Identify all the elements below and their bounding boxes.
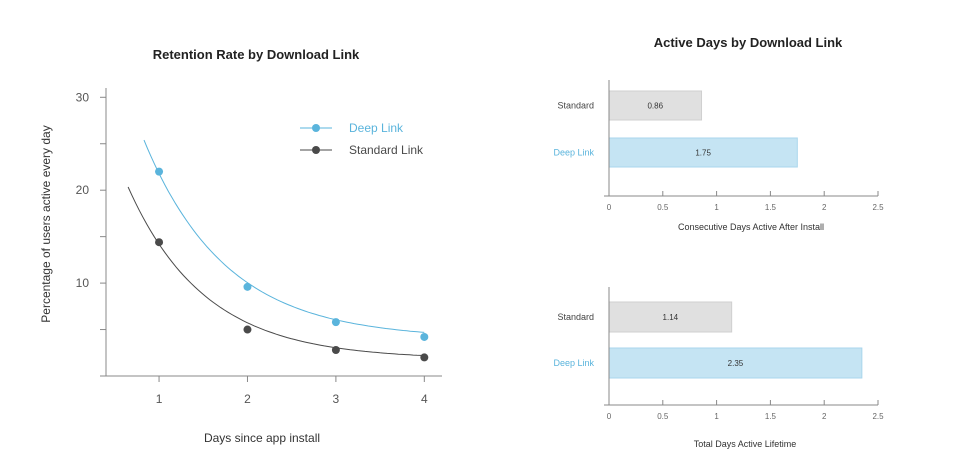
data-point [243,325,252,334]
series-line [143,139,425,333]
x-tick-label: 1.5 [765,203,777,212]
bar-charts-title: Active Days by Download Link [654,35,843,50]
line-chart-legend: Deep Link Standard Link [300,121,424,157]
y-tick-label: 10 [76,276,90,290]
data-point [420,332,429,341]
retention-line-chart: Retention Rate by Download Link Days sin… [39,47,442,445]
line-chart-y-label: Percentage of users active every day [39,125,53,322]
line-chart-title: Retention Rate by Download Link [153,47,360,62]
x-tick-label: 1 [714,412,719,421]
x-tick-label: 0 [607,412,612,421]
x-tick-label: 1 [156,392,163,406]
y-tick-label: 30 [76,90,90,104]
data-point [243,282,252,291]
bar-value-label: 0.86 [647,102,663,111]
data-point [420,353,429,362]
x-tick-label: 0.5 [657,203,669,212]
data-point [331,318,340,327]
legend-swatch-marker [312,146,320,154]
line-chart-x-label: Days since app install [204,431,320,445]
consecutive-days-bar-chart: Active Days by Download Link 0.86 Standar… [553,35,884,232]
bar-value-label: 1.14 [663,313,679,322]
x-tick-label: 4 [421,392,428,406]
bar [608,301,733,333]
legend-label: Deep Link [349,121,404,135]
x-tick-label: 3 [333,392,340,406]
x-tick-label: 1.5 [765,412,777,421]
data-point [155,238,164,247]
x-tick-label: 2.5 [872,412,884,421]
category-label: Deep Link [553,358,594,368]
bar-chart-2-x-label: Total Days Active Lifetime [694,439,797,449]
x-tick-label: 1 [714,203,719,212]
bar-value-label: 1.75 [695,149,711,158]
x-tick-label: 2 [822,203,827,212]
bar [608,90,703,121]
legend-swatch-marker [312,124,320,132]
category-label: Standard [557,101,594,111]
x-tick-label: 2 [244,392,251,406]
x-tick-label: 0.5 [657,412,669,421]
data-point [331,345,340,354]
category-label: Deep Link [553,148,594,158]
lifetime-days-bar-chart: 1.14 Standard 2.35 Deep Link 0 0.5 1 1.5 2 2.5 T… [553,287,884,449]
x-tick-label: 0 [607,203,612,212]
bar-chart-1-x-label: Consecutive Days Active After Install [678,222,824,232]
x-tick-label: 2.5 [872,203,884,212]
category-label: Standard [557,312,594,322]
bar [608,347,863,379]
x-tick-label: 2 [822,412,827,421]
y-tick-label: 20 [76,183,90,197]
data-point [155,167,164,176]
bar-value-label: 2.35 [728,359,744,368]
legend-label: Standard Link [349,143,424,157]
series-line [127,186,425,357]
